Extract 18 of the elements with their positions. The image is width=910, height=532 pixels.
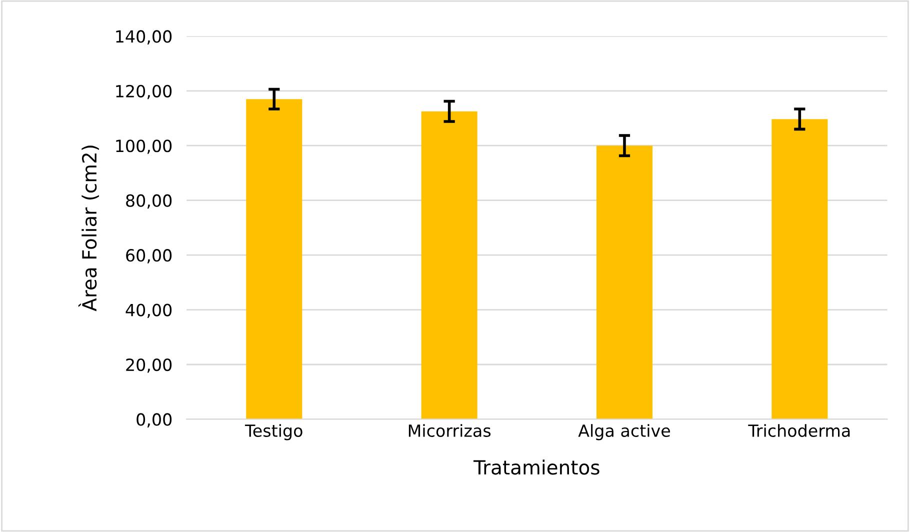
y-tick-label: 60,00 xyxy=(126,249,172,264)
bar xyxy=(421,111,478,420)
x-axis-title: Tratamientos xyxy=(473,460,600,475)
bar xyxy=(246,99,302,420)
y-tick-label: 100,00 xyxy=(116,140,172,154)
y-tick-label: 40,00 xyxy=(126,304,172,318)
y-axis-title: Àrea Foliar (cm2) xyxy=(78,146,99,312)
y-tick-label: 120,00 xyxy=(116,84,172,100)
x-tick-label: Alga active xyxy=(578,424,670,440)
y-tick-label: 20,00 xyxy=(126,358,172,373)
x-tick-label: Micorrizas xyxy=(408,424,491,437)
x-tick-label: Testigo xyxy=(244,424,302,440)
bar xyxy=(772,119,828,420)
y-tick-label: 140,00 xyxy=(116,30,172,44)
y-tick-label: 80,00 xyxy=(126,194,172,209)
x-tick-label: Trichoderma xyxy=(748,424,850,437)
y-tick-label: 0,00 xyxy=(136,413,172,428)
bar xyxy=(596,146,653,420)
